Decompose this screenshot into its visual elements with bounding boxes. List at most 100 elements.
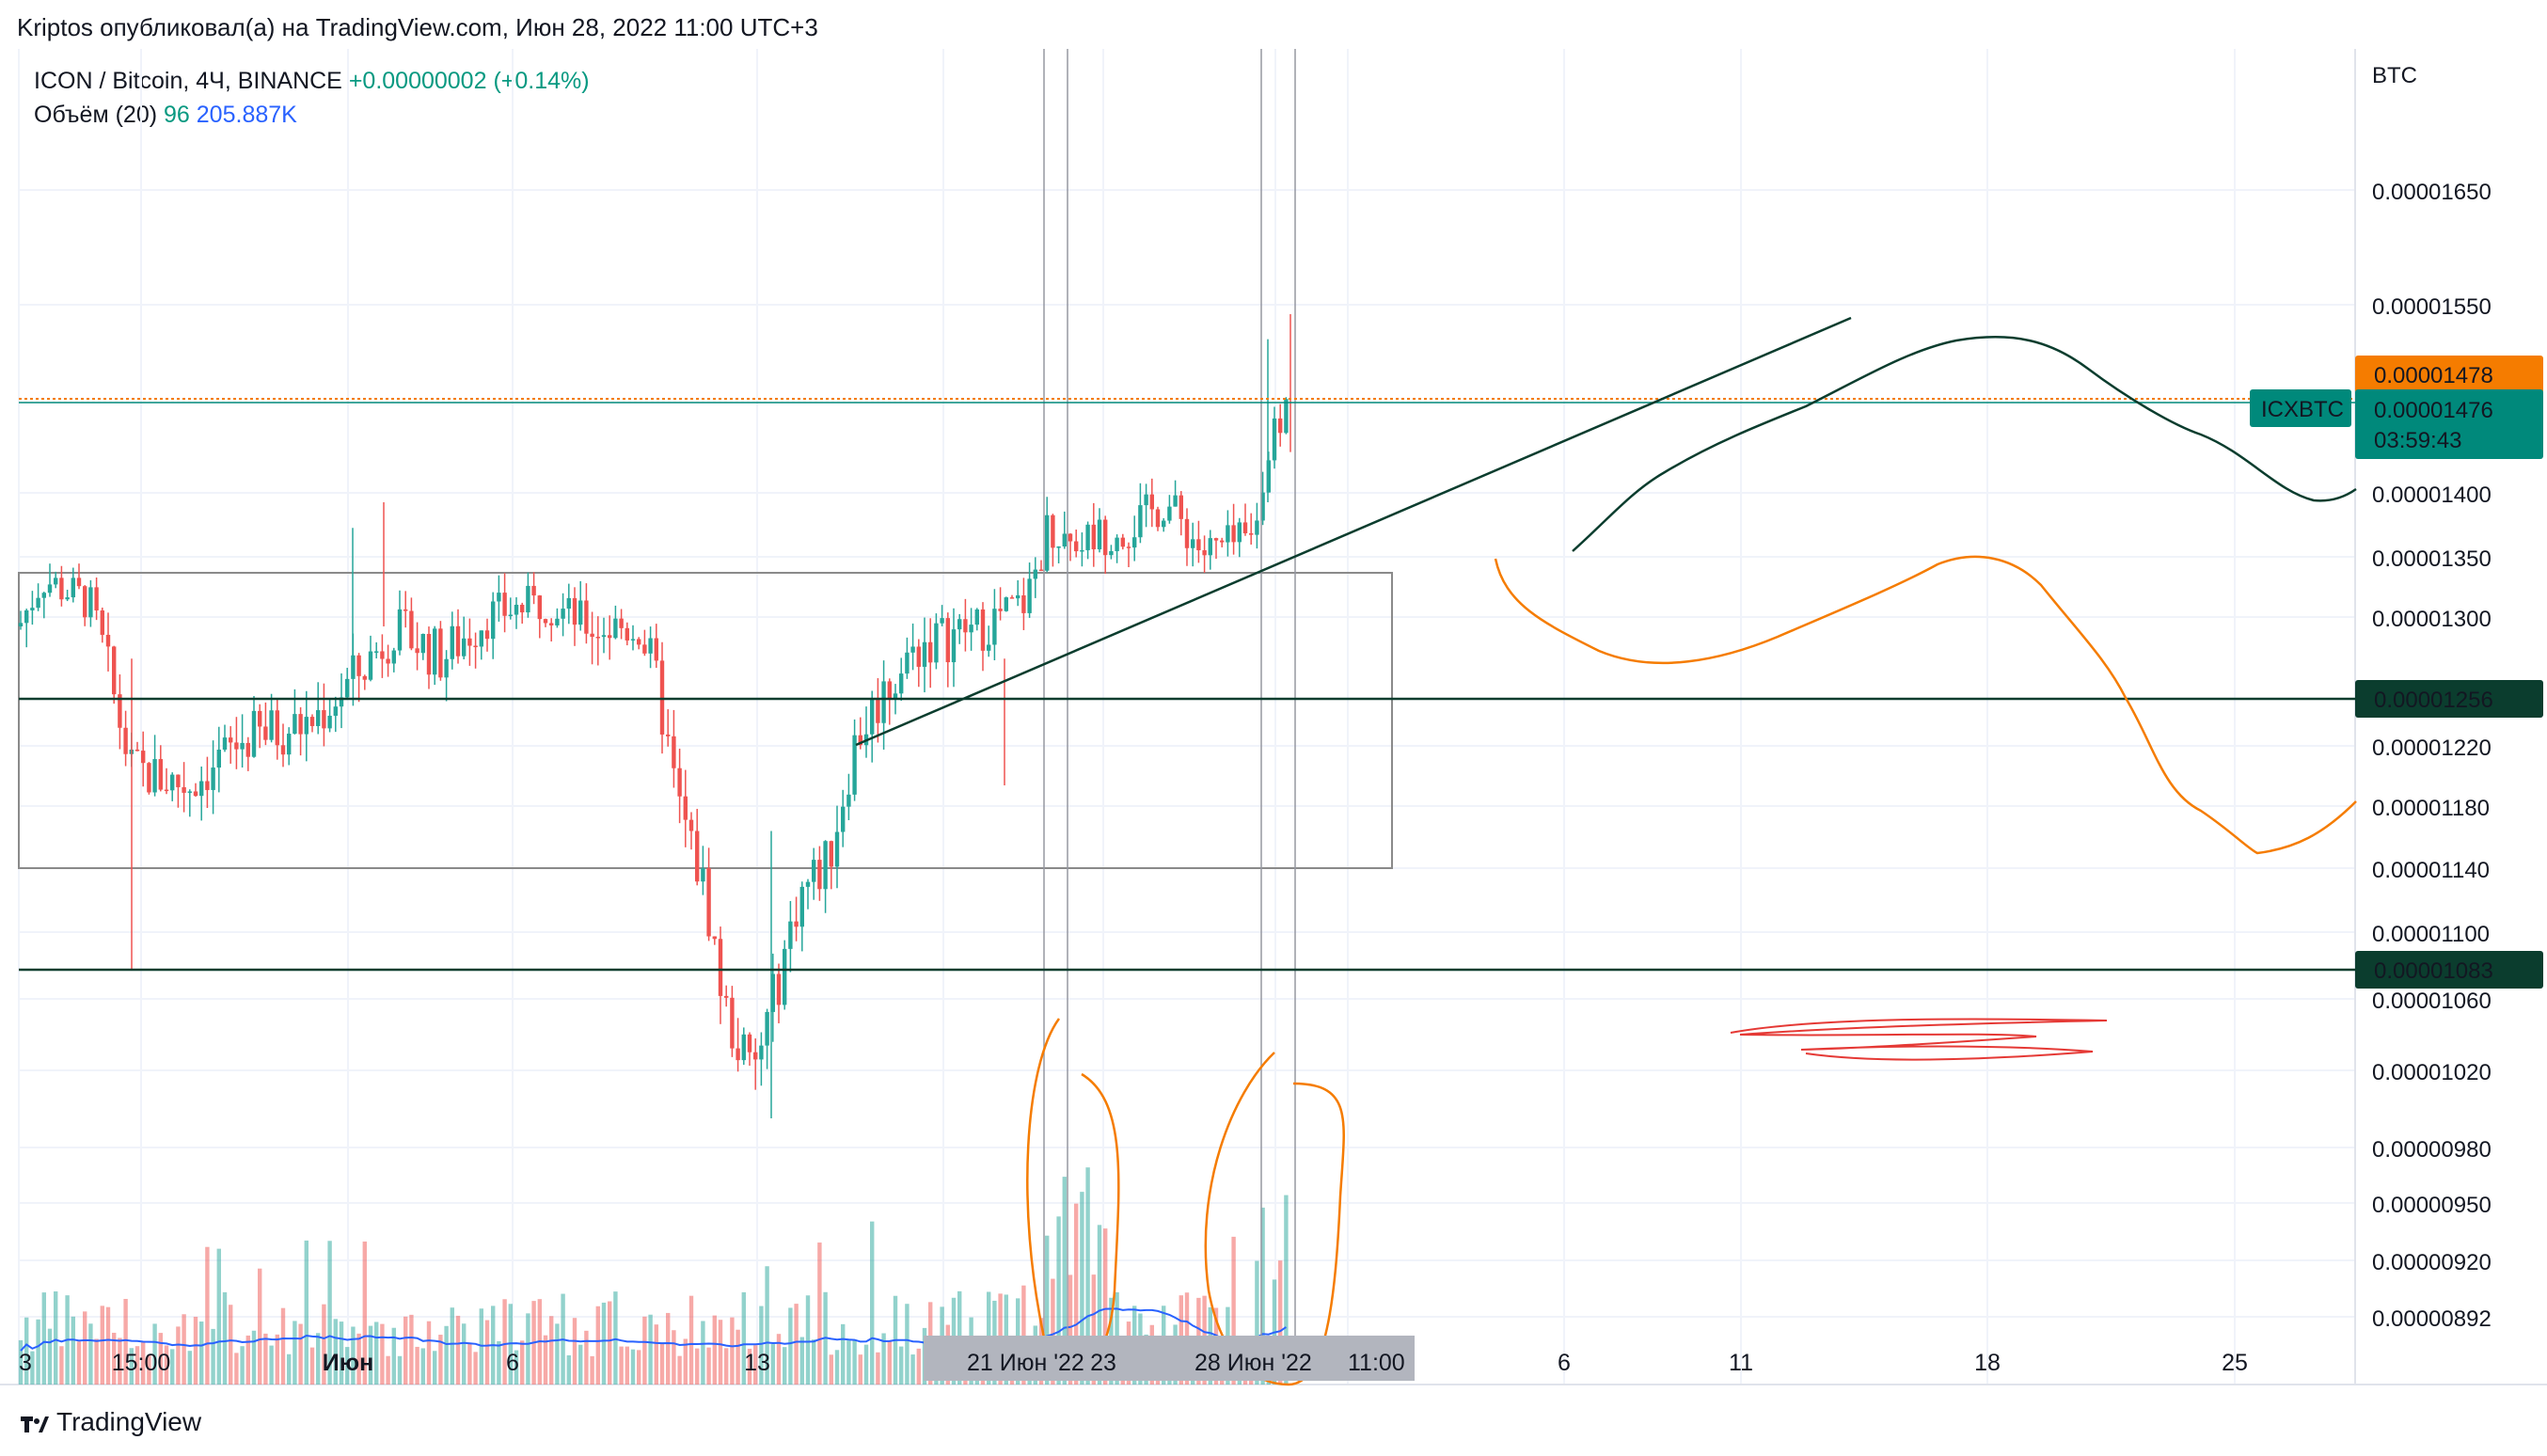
candle-body (590, 633, 594, 638)
volume-bar (578, 1344, 583, 1385)
volume-bar (280, 1307, 286, 1385)
candle-body (83, 586, 87, 618)
candle-body (934, 623, 939, 663)
volume-bar (170, 1349, 175, 1385)
volume-bar (1085, 1167, 1090, 1385)
candle-body (683, 796, 688, 820)
candle-body (65, 597, 70, 600)
candle-body (251, 710, 257, 757)
volume-bar (1062, 1177, 1067, 1385)
volume-bar (654, 1324, 658, 1385)
volume-bar (36, 1319, 40, 1385)
volume-bar (1021, 1285, 1026, 1385)
volume-bar (368, 1325, 373, 1385)
volume-bar (876, 1352, 880, 1385)
scribble-mark[interactable] (1730, 1018, 2108, 1061)
candle-body (403, 609, 408, 611)
price-tick-label-14: 0.00001650 (2372, 180, 2492, 205)
candle-body (963, 619, 968, 633)
candle-body (1085, 524, 1090, 550)
trend-line[interactable] (855, 316, 1852, 747)
projection-path-dark[interactable] (1572, 336, 2357, 552)
candle-body (497, 593, 501, 602)
volume-bar (753, 1345, 758, 1385)
volume-bar (24, 1317, 29, 1385)
candle-body (205, 781, 210, 790)
volume-bar (899, 1346, 904, 1385)
volume-label[interactable]: Объём (20) (34, 102, 158, 128)
volume-ma-value: 205.887K (196, 102, 297, 128)
volume-bar (158, 1333, 163, 1385)
time-tick-label-2: Июн (323, 1350, 373, 1376)
volume-bar (397, 1355, 403, 1385)
price-tick-label-4: 0.00001020 (2372, 1060, 2492, 1085)
projection-path-orange[interactable] (1494, 555, 2357, 855)
candle-body (222, 737, 228, 751)
time-tick-label-3: 6 (506, 1350, 519, 1376)
candle-body (841, 806, 846, 832)
candle-body (940, 618, 944, 624)
candle-body (1191, 539, 1195, 548)
volume-bar (30, 1351, 35, 1385)
price-tick-label-10: 0.00001300 (2372, 607, 2492, 632)
candle-body (794, 921, 799, 927)
price-chart[interactable]: BTC 0.00000892 0.00000920 0.00000950 0.00000… (0, 49, 2547, 1394)
candle-body (386, 658, 390, 664)
volume-bar (205, 1246, 210, 1385)
candle-body (1091, 524, 1096, 550)
candle-body (788, 921, 793, 949)
candle-body (1062, 533, 1067, 546)
candle-body (514, 604, 519, 615)
symbol-title[interactable]: ICON / Bitcoin, 4Ч, BINANCE (34, 68, 342, 94)
candle-body (47, 584, 53, 593)
candle-body (1226, 525, 1230, 543)
candle-body (1208, 538, 1212, 556)
price-axis[interactable]: BTC 0.00000892 0.00000920 0.00000950 0.00000… (2372, 63, 2492, 1332)
volume-bar (1255, 1260, 1259, 1385)
candle-body (473, 645, 478, 648)
volume-circle-2[interactable] (1204, 1052, 1345, 1386)
volume-bar (112, 1332, 117, 1385)
candle-body (105, 634, 111, 647)
candle-body (1237, 522, 1242, 543)
candle-body (240, 742, 245, 750)
candle-body (426, 633, 432, 675)
volume-bar (176, 1326, 181, 1385)
drawing-layer[interactable] (19, 316, 2357, 1386)
candle-body (245, 742, 250, 757)
candle-body (876, 698, 880, 723)
candle-body (759, 1045, 764, 1060)
volume-bar (293, 1321, 297, 1385)
candle-body (543, 619, 548, 624)
symbol-badge-bg (2250, 389, 2351, 427)
candle-body (776, 973, 782, 1005)
candle-body (1179, 495, 1183, 519)
candle-body (164, 789, 169, 792)
time-axis[interactable]: 3 15:00 Июн 6 13 21 Июн '22 23 28 Июн '22 11:00 6… (19, 1336, 2248, 1381)
volume-bar (502, 1299, 507, 1385)
candle-body (1097, 519, 1102, 550)
time-tick-label-9: 6 (1558, 1350, 1571, 1376)
volume-bar (916, 1348, 921, 1385)
volume-bar (467, 1342, 472, 1385)
volume-bar (105, 1306, 111, 1385)
volume-bar (351, 1326, 356, 1385)
chart-legend: ICON / Bitcoin, 4Ч, BINANCE +0.00000002 … (34, 64, 590, 132)
volume-bar (129, 1348, 134, 1385)
candle-body (741, 1034, 746, 1061)
time-tick-label-0: 3 (19, 1350, 32, 1376)
candle-body (100, 610, 104, 635)
vertical-markers[interactable] (1043, 49, 1296, 1336)
price-tick-label-2: 0.00000950 (2372, 1193, 2492, 1218)
candle-body (736, 1048, 740, 1061)
volume-bar (118, 1337, 122, 1385)
volume-bar (187, 1351, 192, 1385)
candle-body (916, 646, 921, 667)
candle-body (1016, 594, 1020, 599)
volume-bar (555, 1323, 560, 1385)
range-box[interactable] (18, 572, 1393, 869)
time-tick-label-4: 13 (744, 1350, 770, 1376)
volume-bar (450, 1307, 454, 1385)
volume-bar (444, 1325, 449, 1385)
volume-bar (152, 1323, 157, 1385)
